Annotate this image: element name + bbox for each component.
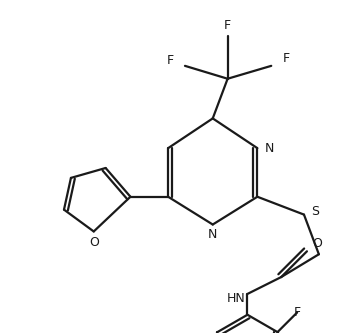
Text: F: F bbox=[282, 52, 290, 65]
Text: S: S bbox=[311, 205, 319, 218]
Text: O: O bbox=[312, 237, 322, 250]
Text: N: N bbox=[208, 228, 217, 241]
Text: O: O bbox=[89, 236, 99, 249]
Text: F: F bbox=[224, 19, 231, 32]
Text: HN: HN bbox=[227, 292, 246, 305]
Text: F: F bbox=[294, 306, 301, 319]
Text: N: N bbox=[265, 142, 274, 155]
Text: F: F bbox=[167, 54, 174, 67]
